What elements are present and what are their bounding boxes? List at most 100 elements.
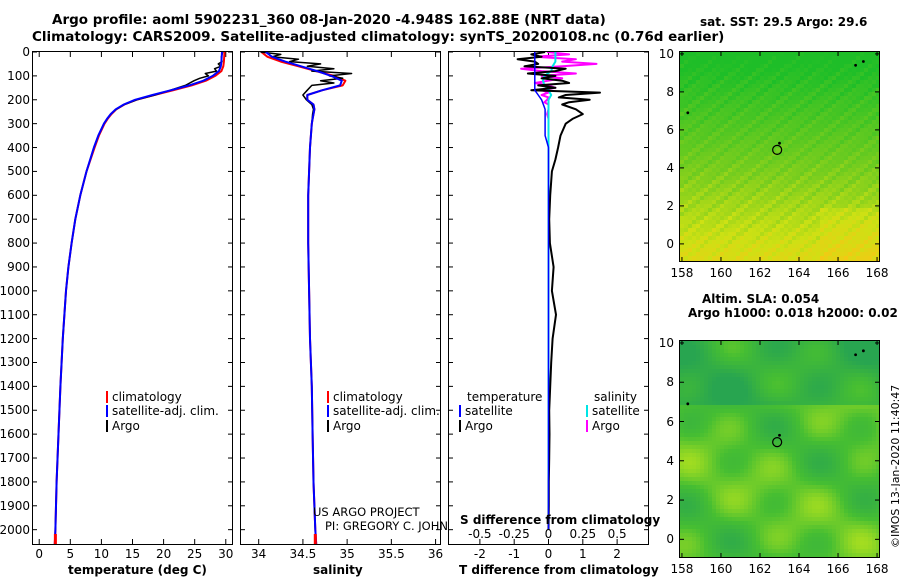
sla-map-cell: [852, 417, 856, 421]
sst-map-cell: [872, 60, 876, 64]
sst-map-cell: [724, 60, 728, 64]
sla-map-cell: [756, 365, 760, 369]
sst-map-cell: [736, 220, 740, 224]
sst-map-cell: [776, 248, 780, 252]
sst-map-cell: [744, 196, 748, 200]
sla-map-cell: [724, 469, 728, 473]
sla-map-cell: [712, 469, 716, 473]
sst-map-cell: [876, 96, 880, 100]
sst-map-cell: [872, 72, 876, 76]
sst-map-cell: [812, 56, 816, 60]
sst-map-cell: [704, 52, 708, 56]
sst-map-cell: [776, 96, 780, 100]
sla-map-cell: [756, 465, 760, 469]
sst-map-cell: [696, 252, 700, 256]
sla-map-cell: [708, 361, 712, 365]
sst-map-cell: [784, 160, 788, 164]
sst-map-cell: [712, 196, 716, 200]
sst-map-cell: [864, 148, 868, 152]
sst-map-cell: [728, 88, 732, 92]
sla-map-cell: [876, 345, 880, 349]
sla-map-cell: [836, 501, 840, 505]
sst-map-cell: [864, 192, 868, 196]
sst-map-cell: [792, 144, 796, 148]
sla-map-cell: [756, 453, 760, 457]
sst-map-cell: [680, 132, 684, 136]
sst-map-cell: [780, 132, 784, 136]
sst-map-cell: [816, 172, 820, 176]
sst-map-cell: [692, 204, 696, 208]
sst-map-cell: [692, 156, 696, 160]
sst-map-cell: [792, 236, 796, 240]
sla-map-cell: [848, 373, 852, 377]
sst-map-cell: [716, 132, 720, 136]
sla-map-cell: [756, 497, 760, 501]
sst-map-cell: [744, 208, 748, 212]
sst-map-cell: [872, 192, 876, 196]
sst-map-cell: [748, 184, 752, 188]
sst-map-cell: [684, 136, 688, 140]
sst-map-cell: [804, 180, 808, 184]
sst-map-cell: [816, 156, 820, 160]
sst-map-cell: [808, 204, 812, 208]
sst-map-cell: [828, 164, 832, 168]
sst-map-cell: [872, 260, 876, 264]
sla-map-cell: [820, 461, 824, 465]
sst-map-cell: [768, 208, 772, 212]
sst-map-cell: [852, 232, 856, 236]
sla-map-cell: [696, 377, 700, 381]
sst-map-cell: [760, 212, 764, 216]
sla-map-cell: [752, 409, 756, 413]
sla-map-cell: [780, 453, 784, 457]
sla-map-cell: [720, 433, 724, 437]
sst-map-cell: [720, 196, 724, 200]
sla-map-cell: [732, 381, 736, 385]
sst-map-cell: [760, 172, 764, 176]
sst-map-cell: [784, 116, 788, 120]
sst-map-cell: [772, 80, 776, 84]
sla-map-cell: [828, 433, 832, 437]
sst-map-cell: [796, 120, 800, 124]
sla-map-cell: [876, 417, 880, 421]
sla-map-cell: [796, 489, 800, 493]
sla-map-cell: [720, 409, 724, 413]
sla-map-cell: [836, 425, 840, 429]
sst-map-cell: [744, 100, 748, 104]
sst-map-cell: [832, 200, 836, 204]
sst-map-cell: [824, 192, 828, 196]
sla-map-cell: [824, 341, 828, 345]
sla-map-cell: [860, 361, 864, 365]
sst-map-cell: [728, 216, 732, 220]
sla-map-cell: [708, 421, 712, 425]
sst-map-cell: [816, 152, 820, 156]
sst-map-cell: [796, 136, 800, 140]
sst-map-cell: [780, 136, 784, 140]
sst-map-cell: [712, 152, 716, 156]
sst-map-cell: [740, 260, 744, 264]
sst-map-cell: [828, 108, 832, 112]
salinity-plot: [241, 51, 440, 545]
sst-map-cell: [812, 236, 816, 240]
sla-map-cell: [872, 341, 876, 345]
sla-map-cell: [824, 365, 828, 369]
sst-map-cell: [712, 116, 716, 120]
sst-map-cell: [832, 168, 836, 172]
sst-map-cell: [820, 148, 824, 152]
sla-map-cell: [760, 453, 764, 457]
sla-map-cell: [688, 441, 692, 445]
sla-map-cell: [728, 349, 732, 353]
sst-map-cell: [708, 136, 712, 140]
sst-map-cell: [768, 64, 772, 68]
sla-map-cell: [760, 369, 764, 373]
sla-map-cell: [820, 357, 824, 361]
sst-map-cell: [740, 80, 744, 84]
sst-map-cell: [780, 216, 784, 220]
sst-map-cell: [816, 112, 820, 116]
sla-map-cell: [756, 389, 760, 393]
sla-map-cell: [800, 409, 804, 413]
sst-map-cell: [712, 120, 716, 124]
sla-map-cell: [832, 457, 836, 461]
sst-map-cell: [860, 232, 864, 236]
sla-map-cell: [772, 469, 776, 473]
sst-map-cell: [680, 236, 684, 240]
